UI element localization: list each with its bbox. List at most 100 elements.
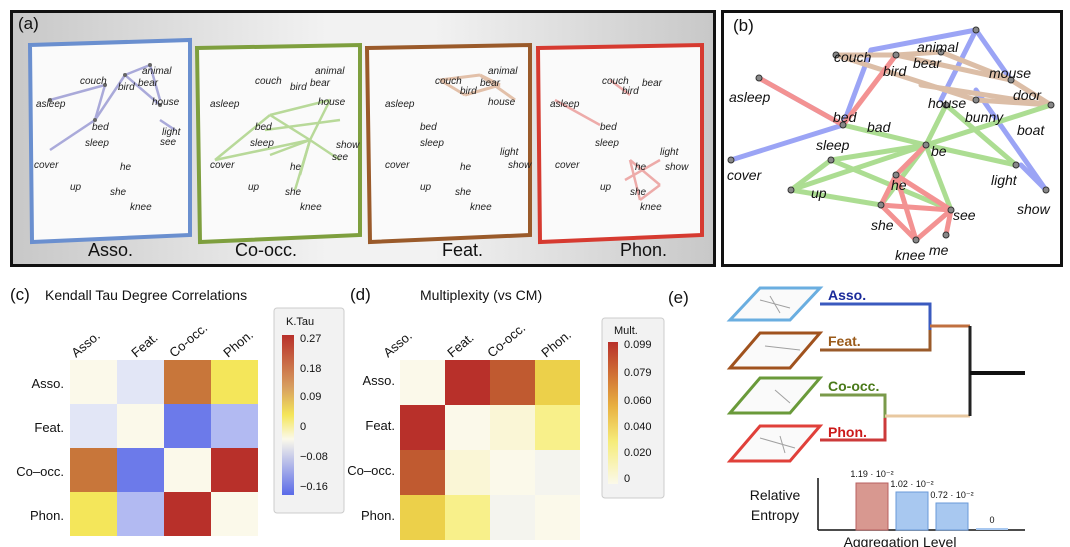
svg-text:bed: bed xyxy=(600,122,617,133)
svg-text:Mult.: Mult. xyxy=(614,325,638,337)
svg-text:Co–occ.: Co–occ. xyxy=(347,463,395,478)
svg-text:sleep: sleep xyxy=(420,138,444,149)
c-row-asso: Asso. xyxy=(31,376,64,391)
entropy-bar-3 xyxy=(935,502,969,531)
svg-text:−0.08: −0.08 xyxy=(300,451,328,463)
svg-text:show: show xyxy=(665,162,689,173)
svg-text:knee: knee xyxy=(640,202,662,213)
svg-text:light: light xyxy=(162,127,182,138)
svg-text:asleep: asleep xyxy=(210,99,240,110)
svg-text:sleep: sleep xyxy=(595,138,619,149)
svg-text:knee: knee xyxy=(300,202,322,213)
svg-text:bird: bird xyxy=(118,82,135,93)
c-legend-bar xyxy=(282,335,294,495)
svg-text:Feat.: Feat. xyxy=(365,418,395,433)
svg-text:couch: couch xyxy=(435,76,462,87)
svg-text:see: see xyxy=(332,152,349,163)
node-asleep: asleep xyxy=(729,89,770,105)
svg-text:light: light xyxy=(500,147,520,158)
svg-text:0.27: 0.27 xyxy=(300,333,321,345)
node-sleep: sleep xyxy=(816,137,850,153)
svg-text:0.079: 0.079 xyxy=(624,367,652,379)
c-col-phon: Phon. xyxy=(220,327,256,360)
node-bad: bad xyxy=(867,119,892,135)
svg-text:she: she xyxy=(455,187,472,198)
panel-a-label: (a) xyxy=(18,14,39,33)
c-legend-title: K.Tau xyxy=(286,316,314,328)
e-xaxis-label: Aggregation Level xyxy=(844,534,957,547)
svg-text:couch: couch xyxy=(80,76,107,87)
svg-text:animal: animal xyxy=(488,66,518,77)
svg-text:light: light xyxy=(660,147,680,158)
svg-text:she: she xyxy=(630,187,647,198)
node-boat: boat xyxy=(1017,122,1045,138)
panel-d-title: Multiplexity (vs CM) xyxy=(420,287,543,303)
c-row-feat: Feat. xyxy=(34,420,64,435)
node-see: see xyxy=(953,207,976,223)
svg-text:bed: bed xyxy=(420,122,437,133)
panel-b-network: couch animal bird bear mouse asleep hous… xyxy=(727,26,1055,263)
svg-text:up: up xyxy=(248,182,260,193)
svg-text:cover: cover xyxy=(385,160,410,171)
feat-layer-name: Feat. xyxy=(442,240,483,260)
node-bunny: bunny xyxy=(965,109,1004,125)
svg-text:1.19 · 10⁻²: 1.19 · 10⁻² xyxy=(850,469,893,479)
svg-text:house: house xyxy=(152,97,180,108)
node-animal: animal xyxy=(917,39,959,55)
node-light: light xyxy=(991,172,1018,188)
node-show: show xyxy=(1017,201,1051,217)
svg-text:he: he xyxy=(460,162,472,173)
panel-c-label: (c) xyxy=(10,285,30,304)
coocc-layer-name: Co-occ. xyxy=(235,240,297,260)
svg-text:knee: knee xyxy=(470,202,492,213)
svg-text:bird: bird xyxy=(460,86,477,97)
e-layer-asso: Asso. xyxy=(828,287,866,303)
asso-layer-sheet: couch bird bear animal asleep bed sleep cover… xyxy=(27,37,192,260)
svg-text:−0.16: −0.16 xyxy=(300,481,328,493)
svg-text:asleep: asleep xyxy=(36,99,66,110)
node-be: be xyxy=(931,143,947,159)
node-me: me xyxy=(929,242,949,258)
entropy-bar-4 xyxy=(976,528,1008,530)
svg-text:bear: bear xyxy=(138,78,159,89)
svg-text:bird: bird xyxy=(290,82,307,93)
svg-text:Co-occ.: Co-occ. xyxy=(484,320,528,360)
panel-d-label: (d) xyxy=(350,285,371,304)
svg-text:up: up xyxy=(420,182,432,193)
svg-text:couch: couch xyxy=(602,76,629,87)
c-col-coocc: Co-occ. xyxy=(166,320,210,360)
svg-text:0.060: 0.060 xyxy=(624,395,652,407)
svg-text:Feat.: Feat. xyxy=(444,330,476,361)
e-layer-coocc: Co-occ. xyxy=(828,378,879,394)
e-layer-feat: Feat. xyxy=(828,333,861,349)
svg-text:sleep: sleep xyxy=(85,138,109,149)
svg-text:knee: knee xyxy=(130,202,152,213)
node-she: she xyxy=(871,217,894,233)
svg-text:he: he xyxy=(290,162,302,173)
node-couch: couch xyxy=(834,49,872,65)
node-mouse: mouse xyxy=(989,65,1031,81)
svg-text:he: he xyxy=(120,162,132,173)
c-row-phon: Phon. xyxy=(30,508,64,523)
svg-text:cover: cover xyxy=(34,160,59,171)
node-bear: bear xyxy=(913,55,942,71)
svg-text:show: show xyxy=(336,140,360,151)
svg-text:0: 0 xyxy=(300,421,306,433)
node-house: house xyxy=(928,95,966,111)
panel-c-heatmap: Asso. Feat. Co-occ. Phon. Asso. Feat. Co… xyxy=(16,307,345,536)
node-bird: bird xyxy=(883,63,908,79)
svg-text:asleep: asleep xyxy=(385,99,415,110)
svg-text:see: see xyxy=(160,137,177,148)
svg-text:Phon.: Phon. xyxy=(361,508,395,523)
svg-text:asleep: asleep xyxy=(550,99,580,110)
svg-text:cover: cover xyxy=(210,160,235,171)
svg-text:Entropy: Entropy xyxy=(751,507,799,523)
svg-text:house: house xyxy=(488,97,516,108)
svg-text:she: she xyxy=(285,187,302,198)
svg-text:bear: bear xyxy=(642,78,663,89)
node-door: door xyxy=(1013,87,1042,103)
node-knee: knee xyxy=(895,247,926,263)
entropy-bar-1 xyxy=(855,482,889,531)
